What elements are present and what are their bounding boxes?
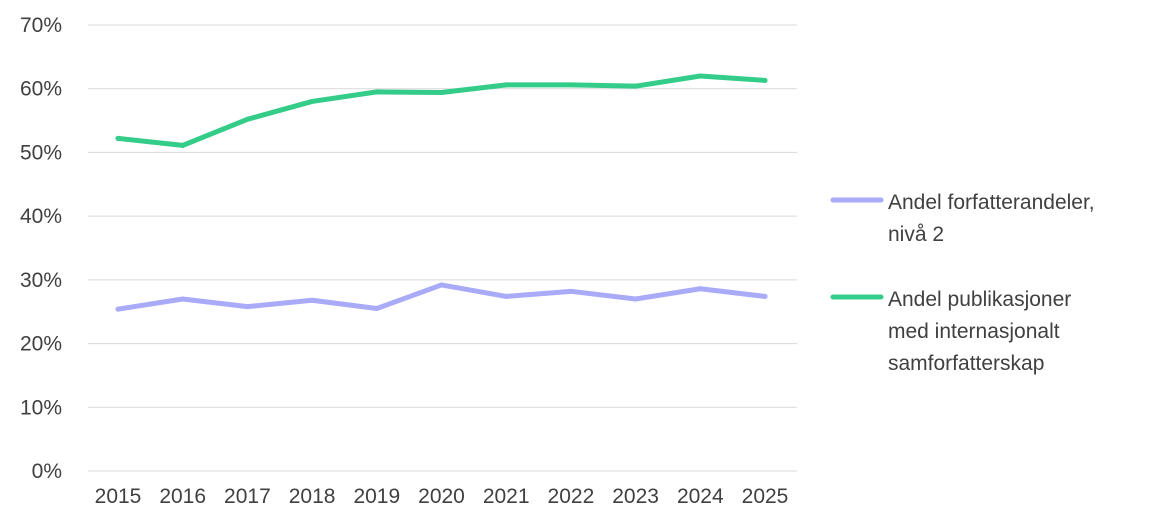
data-point — [762, 293, 768, 299]
series-line-0 — [115, 282, 768, 312]
legend-label-1: samforfatterskap — [888, 352, 1044, 375]
x-tick-label: 2016 — [159, 485, 206, 508]
x-tick-label: 2024 — [677, 485, 724, 508]
data-point — [439, 282, 444, 288]
legend-label-1: Andel publikasjoner — [888, 288, 1071, 311]
legend: Andel forfatterandeler, nivå 2 Andel publi… — [830, 191, 1095, 375]
y-tick-label: 70% — [20, 14, 62, 37]
x-tick-label: 2018 — [289, 485, 336, 508]
x-tick-label: 2019 — [353, 485, 400, 508]
data-point — [374, 89, 380, 95]
x-tick-label: 2021 — [483, 485, 530, 508]
y-tick-label: 10% — [20, 396, 62, 419]
data-point — [503, 82, 509, 88]
y-axis-tick-labels: 0% 10% 20% 30% 40% 50% 60% 70% — [20, 14, 62, 483]
data-point — [762, 77, 768, 83]
data-point — [180, 142, 186, 148]
data-point — [244, 116, 250, 122]
legend-label-0: nivå 2 — [888, 223, 944, 246]
data-point — [115, 306, 121, 312]
x-tick-label: 2023 — [612, 485, 659, 508]
data-point — [244, 304, 250, 310]
data-point — [633, 83, 639, 89]
y-tick-label: 30% — [20, 269, 62, 292]
data-point — [697, 73, 703, 79]
data-point — [697, 286, 703, 292]
y-tick-label: 40% — [20, 205, 62, 228]
data-point — [180, 296, 186, 302]
legend-label-1: med internasjonalt — [888, 320, 1060, 343]
series-line-1 — [115, 73, 768, 148]
data-point — [115, 135, 121, 141]
y-tick-label: 20% — [20, 333, 62, 356]
x-tick-label: 2020 — [418, 485, 465, 508]
series-lines — [115, 73, 768, 312]
x-axis-tick-labels: 2015 2016 2017 2018 2019 2020 2021 2022 2023 2024… — [95, 485, 789, 508]
x-tick-label: 2017 — [224, 485, 271, 508]
grid-lines — [88, 24, 797, 472]
x-tick-label: 2025 — [742, 485, 789, 508]
data-point — [633, 296, 639, 302]
legend-label-0: Andel forfatterandeler, — [888, 191, 1095, 214]
x-tick-label: 2022 — [548, 485, 595, 508]
x-tick-label: 2015 — [95, 485, 142, 508]
data-point — [309, 297, 315, 303]
y-tick-label: 0% — [32, 460, 62, 483]
y-tick-label: 60% — [20, 78, 62, 101]
data-point — [374, 306, 380, 312]
data-point — [568, 288, 574, 294]
data-point — [503, 293, 509, 299]
data-point — [309, 98, 315, 104]
y-tick-label: 50% — [20, 141, 62, 164]
data-point — [568, 82, 574, 88]
data-point — [439, 90, 444, 96]
